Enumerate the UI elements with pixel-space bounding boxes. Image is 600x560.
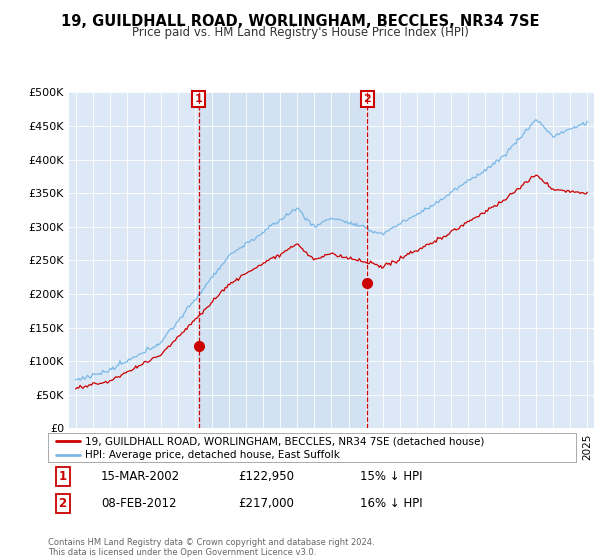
Text: 15-MAR-2002: 15-MAR-2002 [101, 470, 180, 483]
Text: £122,950: £122,950 [238, 470, 294, 483]
Text: 08-FEB-2012: 08-FEB-2012 [101, 497, 176, 510]
Text: 19, GUILDHALL ROAD, WORLINGHAM, BECCLES, NR34 7SE: 19, GUILDHALL ROAD, WORLINGHAM, BECCLES,… [61, 14, 539, 29]
Text: £217,000: £217,000 [238, 497, 294, 510]
Text: 19, GUILDHALL ROAD, WORLINGHAM, BECCLES, NR34 7SE (detached house): 19, GUILDHALL ROAD, WORLINGHAM, BECCLES,… [85, 436, 484, 446]
Text: 1: 1 [194, 94, 202, 104]
Bar [199, 92, 367, 428]
Text: 15% ↓ HPI: 15% ↓ HPI [359, 470, 422, 483]
Text: 1: 1 [59, 470, 67, 483]
Text: HPI: Average price, detached house, East Suffolk: HPI: Average price, detached house, East… [85, 450, 340, 460]
Text: 2: 2 [59, 497, 67, 510]
Text: 2: 2 [364, 94, 371, 104]
Text: Price paid vs. HM Land Registry's House Price Index (HPI): Price paid vs. HM Land Registry's House … [131, 26, 469, 39]
Text: 16% ↓ HPI: 16% ↓ HPI [359, 497, 422, 510]
Text: Contains HM Land Registry data © Crown copyright and database right 2024.
This d: Contains HM Land Registry data © Crown c… [48, 538, 374, 557]
